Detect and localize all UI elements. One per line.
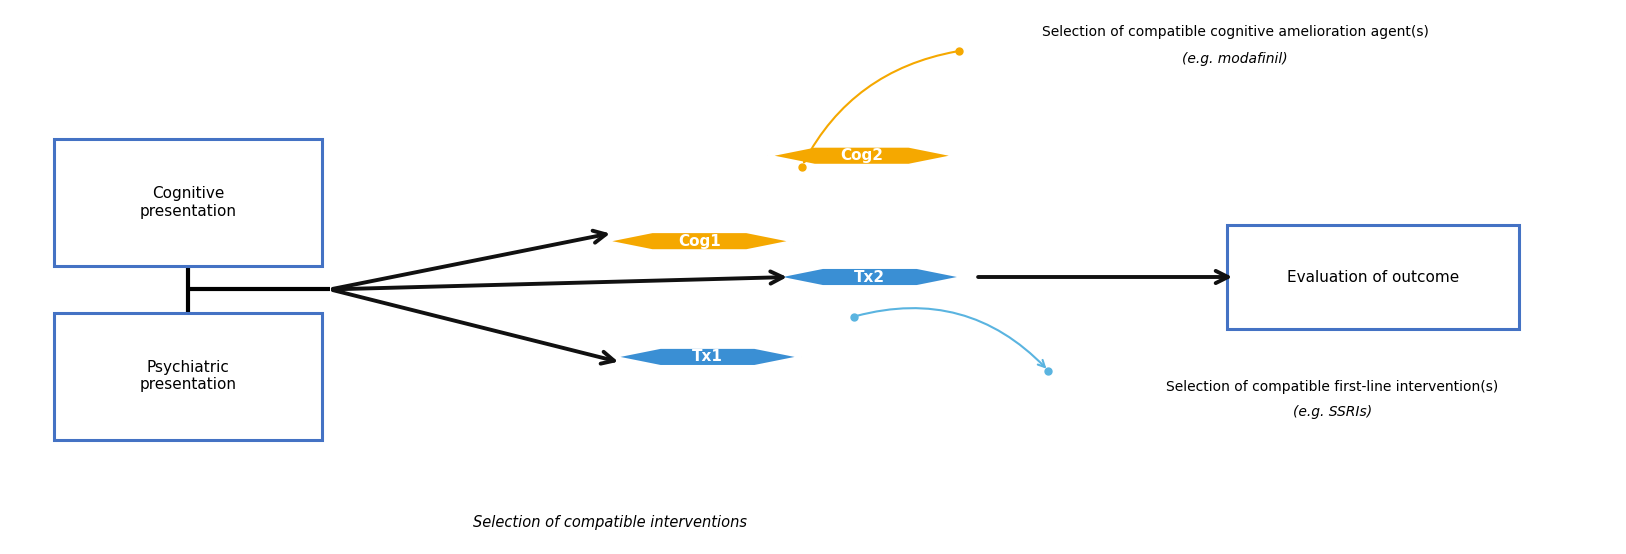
Text: Tx2: Tx2 — [854, 269, 886, 285]
Text: Cog1: Cog1 — [678, 234, 720, 249]
Text: Selection of compatible cognitive amelioration agent(s): Selection of compatible cognitive amelio… — [1042, 25, 1429, 39]
Text: (e.g. SSRIs): (e.g. SSRIs) — [1293, 405, 1372, 419]
Text: Selection of compatible first-line intervention(s): Selection of compatible first-line inter… — [1166, 380, 1499, 394]
Text: (e.g. modafinil): (e.g. modafinil) — [1182, 52, 1288, 66]
Text: Cognitive
presentation: Cognitive presentation — [140, 186, 236, 219]
Text: Tx1: Tx1 — [693, 350, 724, 365]
Text: Psychiatric
presentation: Psychiatric presentation — [140, 360, 236, 392]
Text: Cog2: Cog2 — [841, 148, 883, 163]
FancyBboxPatch shape — [54, 313, 322, 440]
FancyBboxPatch shape — [1228, 224, 1519, 330]
FancyBboxPatch shape — [54, 139, 322, 266]
Text: Evaluation of outcome: Evaluation of outcome — [1286, 269, 1459, 285]
Polygon shape — [613, 347, 802, 366]
Polygon shape — [767, 146, 956, 165]
Polygon shape — [776, 268, 964, 286]
Text: Selection of compatible interventions: Selection of compatible interventions — [473, 515, 746, 530]
Polygon shape — [605, 232, 793, 250]
